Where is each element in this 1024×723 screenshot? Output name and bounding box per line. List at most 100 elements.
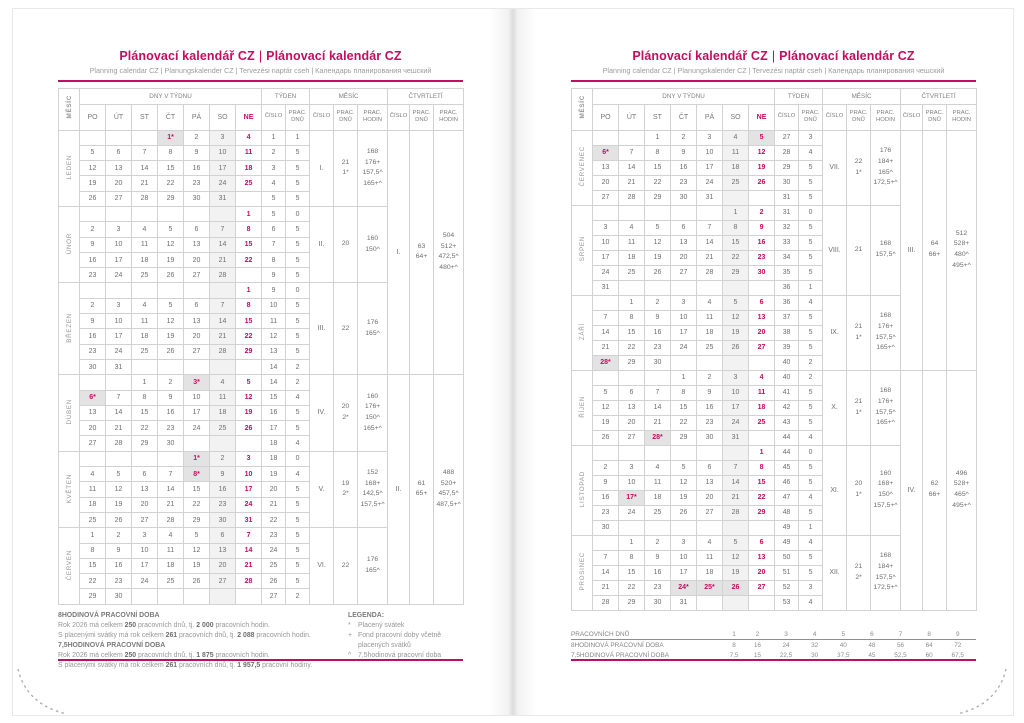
day-cell [209,358,236,376]
title-czech: Plánovací kalendář CZ [632,49,768,63]
week-row: 23 24 25 26 27 28 29 48 5 [572,504,977,521]
day-cell: 8 [670,384,697,401]
worktime-note-line: S placenými svátky má rok celkem 261 pra… [58,631,356,641]
day-cell: 8 [618,549,645,566]
day-cell: 7 [105,389,132,406]
day-cell: 28 [696,264,723,281]
note-text: 261 [165,632,178,639]
day-cell: 13 [105,160,132,177]
day-cell: 29 [618,354,645,371]
day-cell: 5 [234,374,263,391]
day-cell: 25 [618,264,645,281]
week-workdays-cell: 1 [798,279,824,296]
day-cell [696,279,723,296]
day-cell: 15 [234,313,263,330]
day-cell [157,205,184,223]
day-cell: 14 [157,481,184,498]
week-number-cell: 24 [261,542,287,559]
month-number-cell: V. [309,450,335,529]
day-cell: 1 [131,374,158,391]
day-cell: 16 [696,399,723,416]
day-cell [618,279,645,296]
day-cell [105,450,132,468]
week-workdays-cell: 0 [285,450,311,468]
day-cell: 27 [209,573,236,590]
note-text: pracovních hodin. [213,622,270,629]
week-workdays-cell: 5 [285,251,311,269]
day-cell: 4 [696,534,723,551]
week-workdays-cell: 5 [285,190,311,207]
day-cell: 25 [157,573,184,590]
day-cell: 17 [209,160,236,177]
day-cell: 8 [131,389,158,406]
legend-symbol: + [348,632,353,639]
day-cell: 9 [670,144,697,161]
day-cell: 17 [105,328,132,345]
day-cell: 10 [618,474,645,491]
day-cell: 30 [747,264,776,281]
month-label: PROSINEC [571,534,593,611]
quarter-hours-cell: 512 528+ 480^ 495+^ [946,129,978,371]
week-number-cell: 7 [261,236,287,253]
week-workdays-cell: 5 [285,481,311,498]
month-label: ČERVENEC [571,129,593,206]
day-cell: 23 [105,573,132,590]
week-workdays-cell: 5 [798,384,824,401]
day-cell: 28 [722,504,749,521]
day-cell: 22 [618,579,645,596]
day-cell: 16 [592,489,619,506]
day-cell: 12 [592,399,619,416]
page-curl-icon [17,668,68,715]
week-workdays-cell: 5 [285,527,311,544]
day-cell: 26 [722,339,749,356]
month-column-header: MĚSÍC [58,87,80,131]
day-cell: 20 [209,557,236,575]
day-cell: 22 [183,496,210,513]
month-hours-cell: 168 184+ 157,5^ 172,5+^ [870,534,902,611]
hours-value-cell: 22,5 [779,651,793,659]
month-number-cell: VII. [822,129,848,206]
hours-value-cell: 9 [939,629,976,640]
day-cell: 8* [183,466,210,483]
day-cell: 18 [157,557,184,575]
day-cell: 5 [722,534,749,551]
title-slovak: Plánovací kalendár CZ [266,49,402,63]
day-cell [696,594,723,611]
day-cell: 20 [747,324,776,341]
hours-value-cell: 7,5 [729,651,739,659]
day-cell: 7 [592,549,619,566]
week-workdays-cell: 5 [798,414,824,431]
note-text: 261 [165,662,178,669]
subcolumn-header: PRAC. DNŮ [922,103,948,131]
week-number-cell: 51 [774,564,800,581]
subcolumn-header: PRAC. DNŮ [798,103,824,131]
quarter-group-header: ČTVRTLETÍ [900,87,978,105]
day-cell: 13 [618,399,645,416]
day-cell [722,519,749,536]
week-workdays-cell: 4 [798,489,824,506]
quarter-workdays-cell: 62 66+ [922,369,948,611]
hours-value-cell: 60 [925,651,933,659]
day-cell: 27 [105,190,132,207]
month-label-text: ŘÍJEN [578,395,586,418]
day-cell: 5 [157,297,184,315]
title-separator: | [258,49,263,63]
day-cell: 15 [670,399,697,416]
day-cell: 22 [747,489,776,506]
week-workdays-cell: 5 [285,573,311,590]
days-group-header: DNY V TÝDNU [591,87,776,105]
day-cell [670,444,697,461]
day-cell: 2 [79,297,106,315]
note-text: pracovních dnů, tj. [136,652,197,659]
day-header-cell: ÚT [105,103,132,131]
week-row: 9 10 11 12 13 14 15 11 5 [59,313,464,330]
month-column-header-label: MĚSÍC [65,94,73,119]
day-cell: 2 [79,221,106,238]
day-cell: 4 [234,129,263,146]
day-cell: 24 [592,264,619,281]
day-cell: 3 [670,294,697,311]
day-cell: 4 [157,527,184,544]
day-cell [670,204,697,221]
week-number-cell: 27 [774,129,800,146]
